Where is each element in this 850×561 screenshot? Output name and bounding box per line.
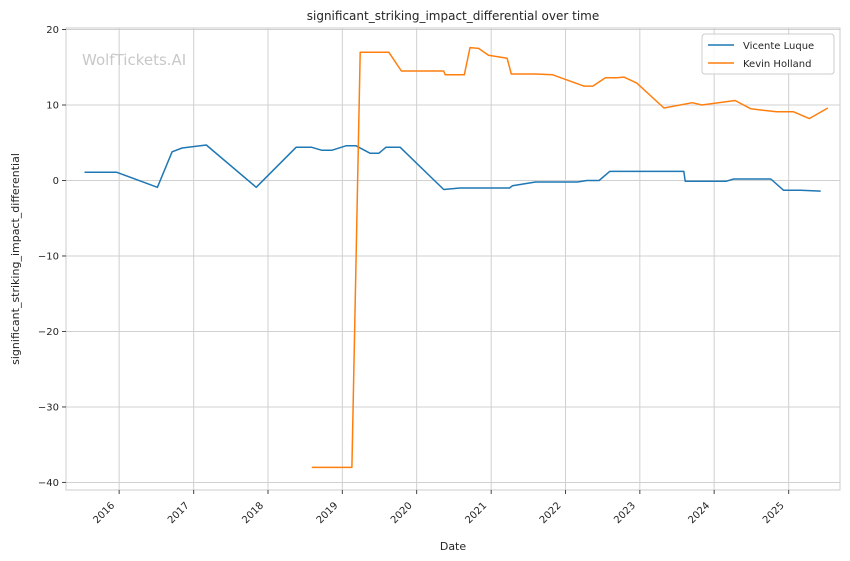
legend-box [701,33,835,75]
watermark: WolfTickets.AI [82,51,186,69]
legend-label-vicente-luque: Vicente Luque [743,41,814,52]
y-axis-label: significant_striking_impact_differential [9,153,22,365]
series-line-vicente-luque [84,144,821,192]
series-line-kevin-holland [311,46,829,469]
y-tick-label--20: −20 [38,327,59,338]
y-tick-label-10: 10 [46,101,59,112]
x-axis-label: Date [440,540,467,553]
y-tick-label--40: −40 [38,478,59,489]
y-tick-label--30: −30 [38,402,59,413]
plot-frame [65,27,841,491]
legend-label-kevin-holland: Kevin Holland [743,59,811,70]
legend: Vicente Luque Kevin Holland [701,33,835,75]
y-tick-label-20: 20 [46,25,59,36]
y-tick-label-0: 0 [53,176,59,187]
y-tick-label--10: −10 [38,251,59,262]
series-layer [84,46,829,469]
chart-title: significant_striking_impact_differential… [307,9,599,23]
